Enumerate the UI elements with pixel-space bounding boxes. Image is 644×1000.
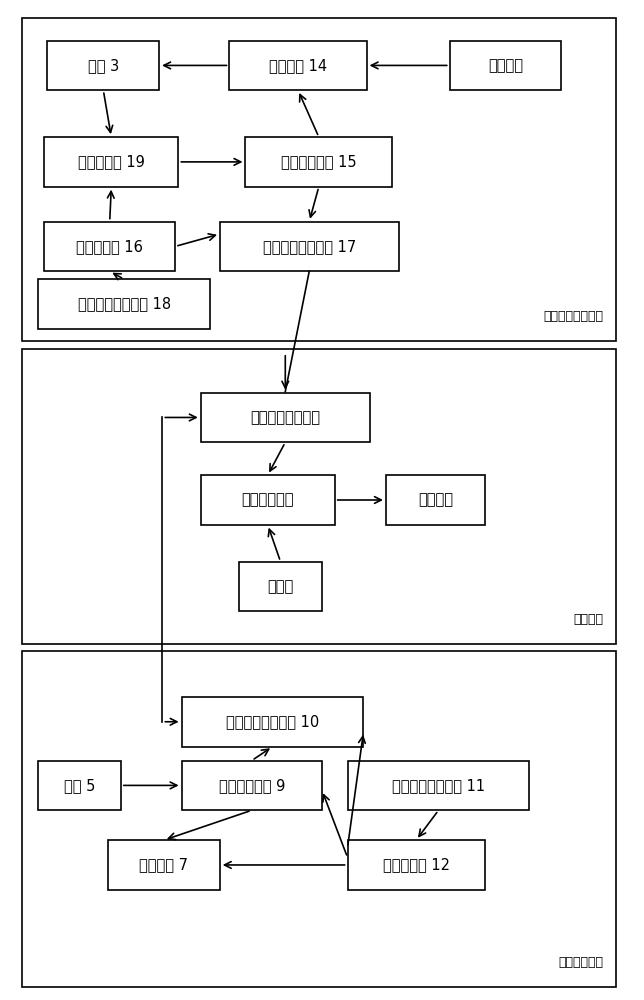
Bar <box>38 279 211 329</box>
Bar <box>201 475 335 525</box>
Bar <box>450 41 562 90</box>
Text: 第一处理单元 9: 第一处理单元 9 <box>218 778 285 793</box>
Text: 第二无线充电电路 18: 第二无线充电电路 18 <box>77 297 171 312</box>
Bar <box>220 222 399 271</box>
Bar <box>48 41 159 90</box>
Bar <box>386 475 485 525</box>
Bar <box>38 761 121 810</box>
Text: 声音单元: 声音单元 <box>418 492 453 507</box>
Bar <box>348 761 529 810</box>
Text: 内胆 3: 内胆 3 <box>88 58 119 73</box>
Text: 智能消毒系统: 智能消毒系统 <box>558 956 603 969</box>
Bar <box>229 41 366 90</box>
Bar <box>44 222 175 271</box>
Text: 第三处理单元: 第三处理单元 <box>242 492 294 507</box>
Bar <box>22 651 616 987</box>
Text: 第二无线通讯单元 17: 第二无线通讯单元 17 <box>263 239 356 254</box>
Text: 第二处理单元 15: 第二处理单元 15 <box>281 154 357 169</box>
Bar <box>348 840 485 890</box>
Text: 开关 5: 开关 5 <box>64 778 95 793</box>
Bar <box>22 349 616 644</box>
Text: 紫外光灯 7: 紫外光灯 7 <box>140 857 189 872</box>
Bar <box>182 761 322 810</box>
Bar <box>22 18 616 341</box>
Text: 第一蓄电池 12: 第一蓄电池 12 <box>383 857 450 872</box>
Bar <box>108 840 220 890</box>
Text: 第三无线通讯单元: 第三无线通讯单元 <box>251 410 320 425</box>
Bar <box>44 137 178 187</box>
Bar <box>245 137 392 187</box>
Text: 温度传感器 19: 温度传感器 19 <box>78 154 145 169</box>
Bar <box>201 393 370 442</box>
Text: 客户端: 客户端 <box>267 579 294 594</box>
Text: 控温装置 14: 控温装置 14 <box>269 58 327 73</box>
Text: 第一无线通讯单元 10: 第一无线通讯单元 10 <box>226 714 319 729</box>
Text: 第二蓄电池 16: 第二蓄电池 16 <box>76 239 143 254</box>
Bar <box>182 697 363 747</box>
Text: 外部电源: 外部电源 <box>488 58 523 73</box>
Bar <box>239 562 322 611</box>
Text: 移动终端: 移动终端 <box>573 613 603 626</box>
Text: 第一无线充电电路 11: 第一无线充电电路 11 <box>392 778 485 793</box>
Text: 智能消毒控温系统: 智能消毒控温系统 <box>543 310 603 323</box>
